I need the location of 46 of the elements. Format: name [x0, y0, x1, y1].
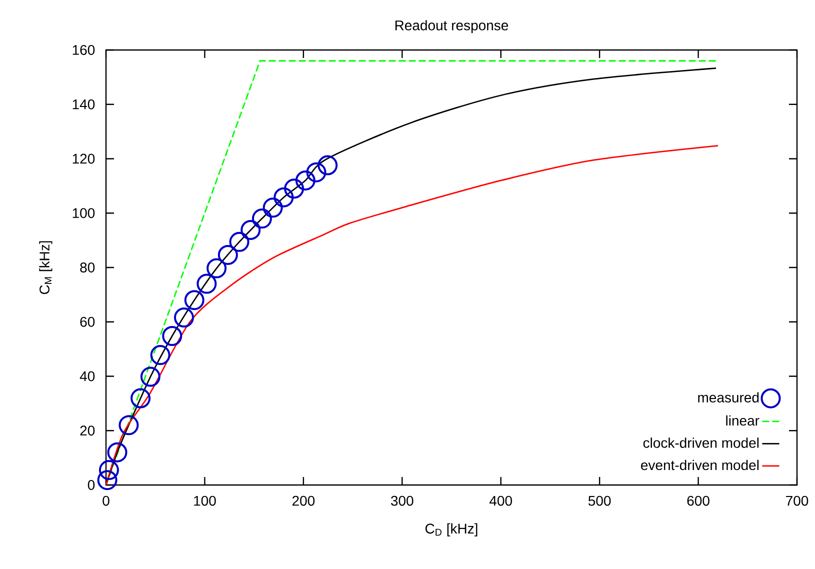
- legend-label: measured: [698, 392, 759, 403]
- point: [229, 232, 250, 252]
- x-tick-label: 500: [588, 496, 611, 506]
- legend-label: event-driven model: [641, 460, 759, 470]
- legend-label: linear: [726, 415, 760, 426]
- point: [150, 345, 170, 366]
- x-tick-label: 600: [687, 496, 710, 506]
- point: [284, 178, 304, 199]
- y-tick-label: 120: [72, 154, 95, 164]
- point: [174, 308, 194, 328]
- point: [196, 274, 217, 294]
- point: [306, 162, 326, 182]
- point: [318, 155, 338, 176]
- y-tick-label: 40: [80, 371, 95, 382]
- point: [274, 187, 294, 208]
- point: [162, 326, 182, 346]
- y-tick-label: 0: [88, 480, 95, 490]
- point: [98, 460, 119, 480]
- y-tick-label: 80: [80, 262, 95, 272]
- y-tick-label: 20: [80, 426, 95, 436]
- point: [107, 442, 128, 462]
- y-tick-label: 140: [72, 99, 95, 110]
- point: [206, 258, 227, 278]
- point: [252, 208, 272, 229]
- point: [262, 198, 283, 218]
- point: [97, 470, 118, 490]
- chart-title: Readout response: [395, 20, 508, 34]
- y-tick-label: 100: [72, 208, 95, 218]
- x-tick-label: 700: [786, 496, 808, 506]
- x-tick-label: 300: [391, 496, 414, 506]
- point: [240, 220, 261, 240]
- x-tick-label: 400: [489, 496, 512, 506]
- x-tick-label: 200: [292, 496, 315, 506]
- point: [184, 290, 204, 310]
- point: [218, 244, 238, 265]
- point: [130, 388, 151, 408]
- y-tick-label: 160: [72, 45, 95, 55]
- y-tick-label: 60: [80, 316, 95, 327]
- x-axis-title: C$_{D}$ [kHz]: [425, 523, 478, 536]
- point: [118, 415, 139, 436]
- x-tick-label: 100: [194, 496, 216, 506]
- y-axis-title: C$_{M}$ [kHz]: [39, 241, 52, 294]
- point: [295, 170, 316, 190]
- x-tick-label: 0: [102, 496, 110, 506]
- point: [140, 366, 160, 387]
- legend-label: clock-driven model: [643, 438, 759, 448]
